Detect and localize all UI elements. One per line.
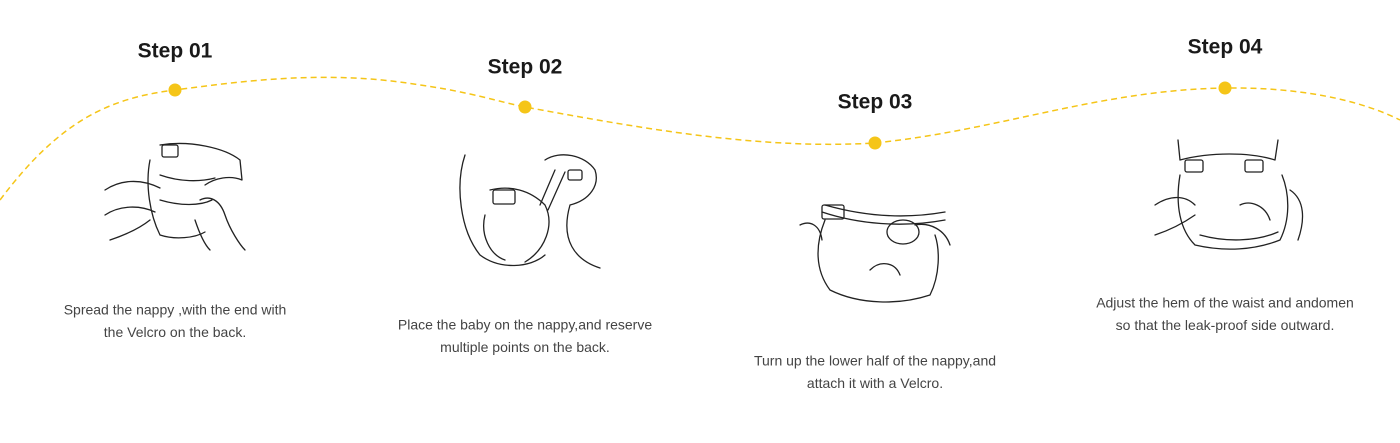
step-dot [518,100,532,114]
step-title: Step 02 [488,56,563,79]
step-description: Spread the nappy ,with the end with [64,302,287,318]
illustration-1 [104,142,246,251]
step-title: Step 04 [1188,36,1263,59]
step-description: attach it with a Velcro. [807,375,943,391]
step-description: the Velcro on the back. [104,324,246,340]
step-dot [1218,81,1232,95]
step-dot [168,83,182,97]
step-description: Turn up the lower half of the nappy,and [754,353,996,369]
step-description: multiple points on the back. [440,339,610,355]
step-description: Place the baby on the nappy,and reserve [398,317,652,333]
step-description: so that the leak-proof side outward. [1116,317,1335,333]
step-dot [868,136,882,150]
illustration-3 [799,204,951,303]
illustration-2 [459,154,601,269]
step-title: Step 03 [838,91,913,114]
step-title: Step 01 [138,40,213,63]
illustration-4 [1154,139,1304,250]
step-description: Adjust the hem of the waist and andomen [1096,295,1354,311]
